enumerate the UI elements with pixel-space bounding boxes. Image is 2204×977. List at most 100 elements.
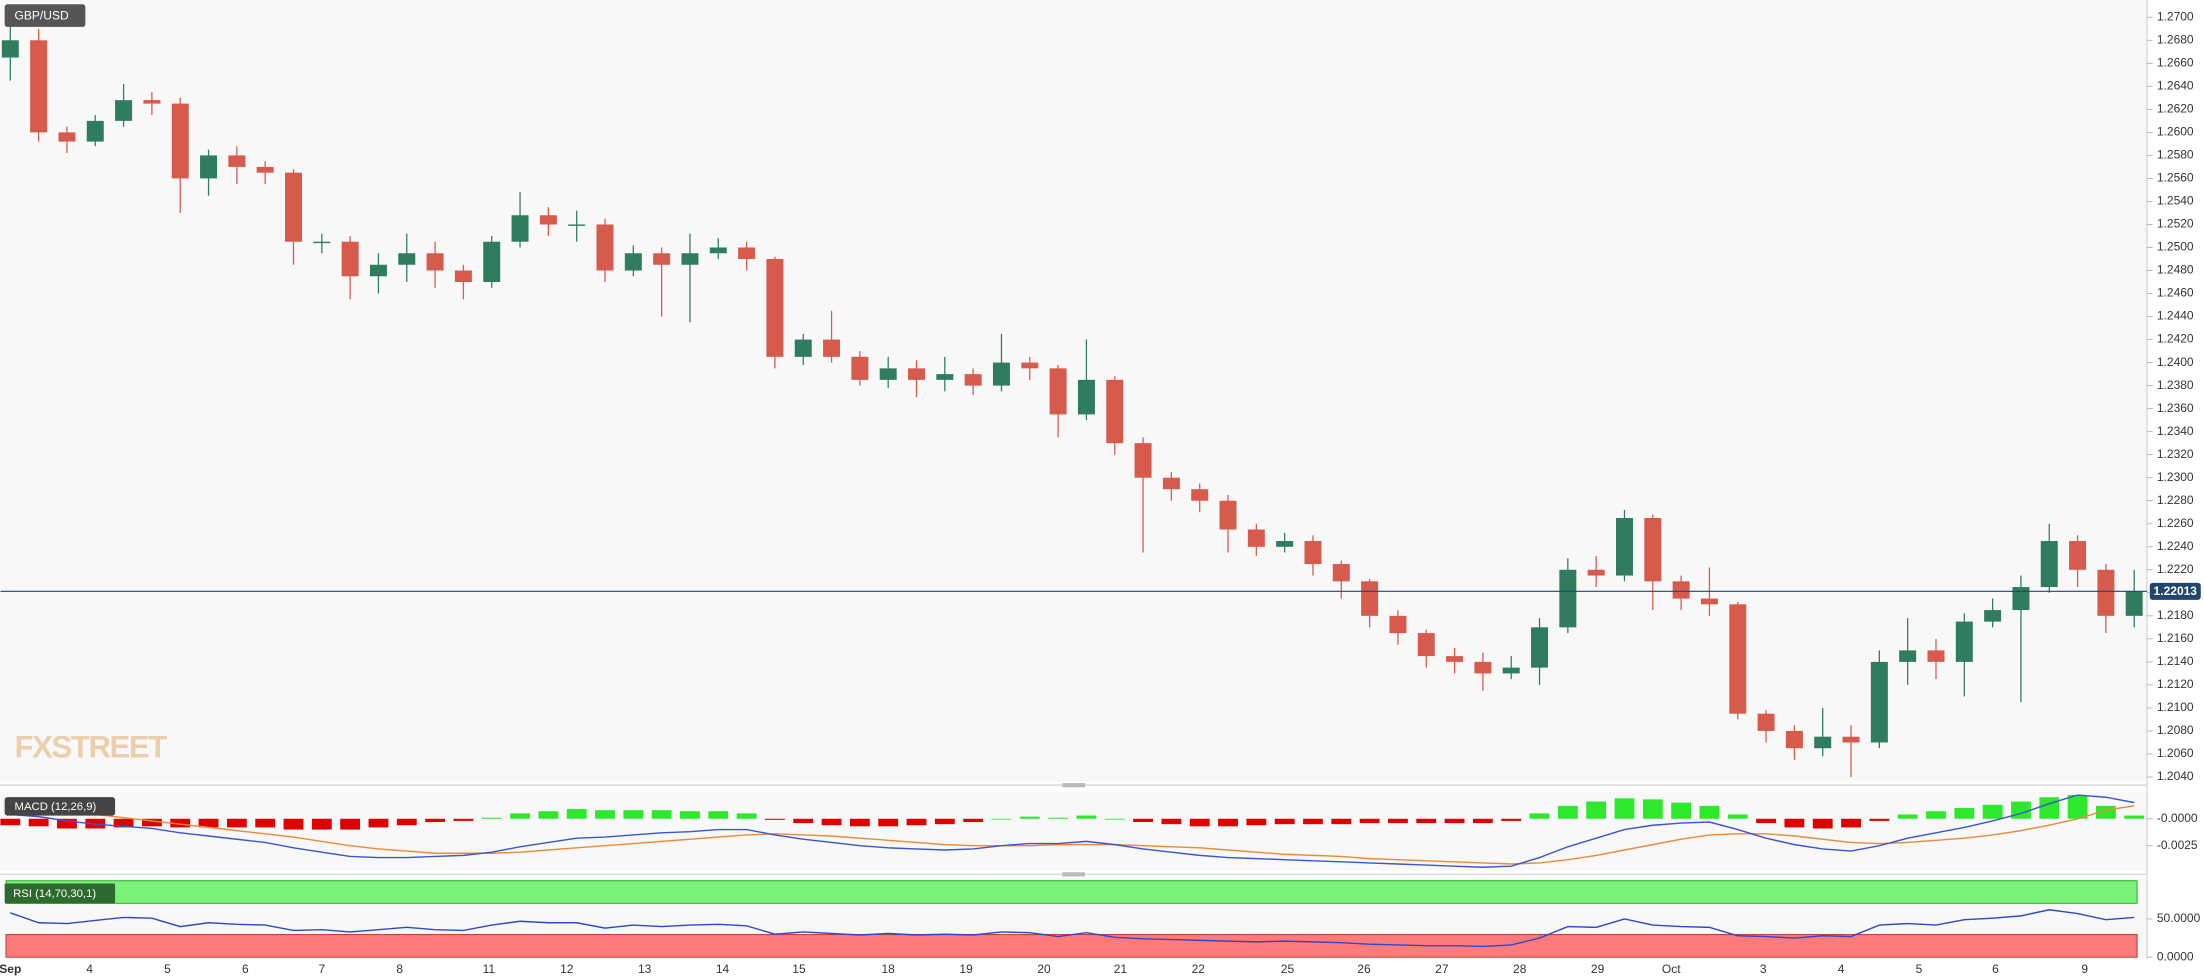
candle-body	[1729, 604, 1747, 714]
candle-body	[1276, 541, 1294, 547]
histogram-bar	[170, 818, 191, 828]
x-tick-label: 7	[318, 962, 325, 976]
histogram-bar	[1784, 818, 1805, 828]
y-tick-label: 1.2240	[2157, 539, 2194, 553]
macd-line	[10, 794, 2135, 868]
candle-body	[369, 264, 387, 277]
histogram-bar	[425, 818, 446, 823]
title-box	[4, 4, 86, 27]
candle-body	[1021, 362, 1039, 369]
histogram-bar	[2011, 801, 2031, 819]
y-tick-label: 1.2540	[2157, 194, 2194, 208]
candle-body	[228, 155, 246, 167]
x-tick-label: 21	[1114, 962, 1128, 976]
x-tick-label: Oct	[1662, 962, 1681, 976]
candle-body	[1955, 621, 1973, 662]
histogram-bar	[1926, 811, 1946, 819]
histogram-bar	[1812, 818, 1833, 829]
histogram-bar	[1161, 818, 1182, 825]
x-tick-label: 4	[1838, 962, 1845, 976]
overbought-band	[5, 880, 2138, 904]
candle-body	[1304, 541, 1322, 565]
x-tick-label: 18	[882, 962, 896, 976]
histogram-bar	[906, 818, 927, 826]
candle-body	[1984, 610, 2002, 622]
histogram-bar	[1614, 798, 1635, 819]
title-box	[4, 883, 116, 904]
candle-body	[86, 120, 104, 142]
histogram-bar	[1274, 818, 1295, 825]
histogram-bar	[1586, 801, 1607, 819]
candle-body	[1644, 517, 1662, 582]
histogram-bar	[1444, 818, 1465, 824]
candle-body	[1332, 564, 1350, 582]
candle-body	[171, 103, 189, 179]
histogram-bar	[1104, 818, 1125, 820]
histogram-bar	[2124, 815, 2145, 819]
histogram-bar	[1699, 805, 1720, 819]
x-tick-label: 13	[638, 962, 652, 976]
y-tick-label: 1.2460	[2157, 286, 2194, 300]
x-tick-label: 14	[716, 962, 730, 976]
candle-body	[2040, 541, 2058, 588]
y-tick-label: -0.0000	[2157, 811, 2198, 825]
x-tick-label: Sep	[0, 962, 21, 976]
histogram-bar	[566, 809, 587, 819]
histogram-bar	[595, 810, 615, 819]
histogram-bar	[1189, 818, 1210, 827]
histogram-bar	[934, 818, 955, 825]
candle-body	[908, 368, 926, 380]
histogram-bar	[0, 818, 21, 826]
histogram-bar	[2039, 797, 2060, 819]
y-tick-label: 1.2260	[2157, 516, 2194, 530]
candle-body	[313, 241, 331, 244]
candle-body	[398, 253, 416, 265]
candle-body	[1247, 529, 1265, 547]
y-tick-label: 1.2600	[2157, 125, 2194, 139]
histogram-bar	[1501, 818, 1522, 821]
histogram-bar	[793, 818, 814, 824]
histogram-bar	[340, 818, 361, 830]
candle-body	[115, 100, 133, 121]
y-tick-label: 1.2520	[2157, 217, 2194, 231]
histogram-bar	[1869, 818, 1890, 821]
candle-body	[851, 356, 869, 380]
y-tick-label: 1.2100	[2157, 700, 2194, 714]
signal-line	[10, 805, 2135, 865]
x-tick-label: 19	[959, 962, 973, 976]
histogram-bar	[736, 813, 757, 819]
histogram-bar	[1303, 818, 1323, 825]
candle-body	[1785, 730, 1803, 749]
histogram-bar	[765, 818, 785, 820]
x-tick-label: 5	[1916, 962, 1923, 976]
candle-body	[1106, 379, 1124, 444]
histogram-bar	[453, 818, 474, 821]
candle-body	[709, 247, 727, 254]
x-tick-label: 5	[164, 962, 171, 976]
candle-body	[2125, 591, 2143, 616]
candle-body	[1757, 713, 1775, 731]
candle-body	[30, 40, 48, 133]
candle-body	[1559, 569, 1577, 628]
last-price-label: 1.22013	[2154, 584, 2198, 598]
chart-title: GBP/USD	[15, 8, 69, 22]
candle-body	[2097, 569, 2115, 616]
histogram-bar	[481, 817, 502, 819]
candle-body	[483, 241, 501, 283]
candle-body	[285, 172, 302, 242]
candle-body	[992, 362, 1010, 386]
x-tick-label: 6	[242, 962, 249, 976]
y-tick-label: 1.2300	[2157, 470, 2194, 484]
histogram-bar	[878, 818, 899, 827]
panel-handle[interactable]	[1062, 783, 1086, 788]
candle-body	[738, 247, 756, 259]
y-tick-label: 1.2340	[2157, 424, 2194, 438]
y-tick-label: 1.2380	[2157, 378, 2194, 392]
x-tick-label: 4	[86, 962, 93, 976]
histogram-bar	[1897, 814, 1918, 819]
y-tick-label: 1.2120	[2157, 677, 2194, 691]
histogram-bar	[623, 810, 644, 819]
x-tick-label: 20	[1037, 962, 1051, 976]
panel-handle[interactable]	[1062, 872, 1086, 877]
